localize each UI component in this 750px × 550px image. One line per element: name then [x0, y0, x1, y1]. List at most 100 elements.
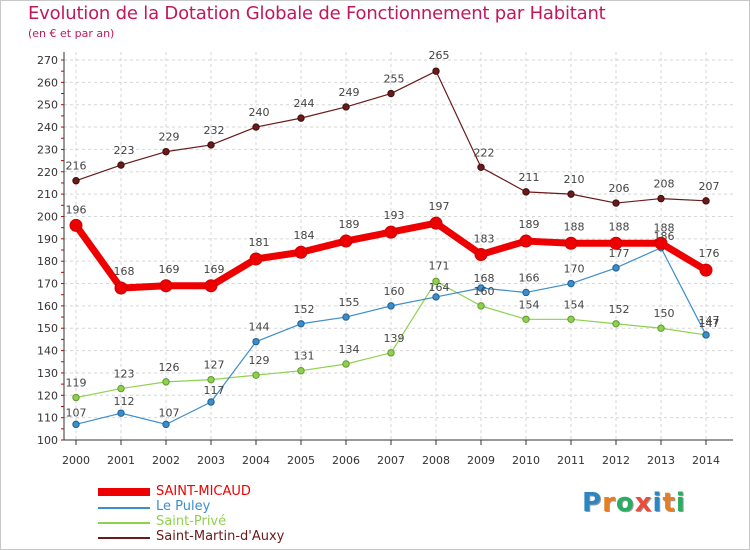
data-label-le-puley: 147 — [699, 317, 720, 330]
data-label-le-puley: 107 — [159, 406, 180, 419]
legend-label: SAINT-MICAUD — [156, 484, 251, 499]
data-point-saint-micaud — [609, 236, 623, 250]
data-point-saint-martin-d-auxy — [252, 123, 260, 131]
logo-letter: i — [675, 488, 686, 518]
data-point-saint-priv- — [657, 324, 665, 332]
data-point-saint-martin-d-auxy — [342, 103, 350, 111]
data-point-le-puley — [162, 420, 170, 429]
data-point-saint-micaud — [654, 236, 668, 250]
data-point-le-puley — [567, 279, 575, 288]
data-label-le-puley: 177 — [609, 247, 630, 260]
y-tick-label: 170 — [37, 278, 58, 291]
data-point-le-puley — [252, 337, 260, 346]
data-label-saint-martin-d-auxy: 206 — [609, 182, 630, 195]
y-tick-label: 150 — [37, 322, 58, 335]
data-point-le-puley — [117, 409, 125, 417]
x-tick-label: 2012 — [602, 454, 630, 467]
legend-label: Saint-Privé — [156, 514, 227, 529]
y-tick-label: 120 — [37, 389, 58, 402]
data-label-saint-priv-: 154 — [564, 298, 585, 311]
legend-swatch — [98, 537, 150, 539]
data-point-saint-priv- — [612, 320, 620, 328]
data-point-saint-micaud — [384, 225, 398, 239]
data-label-le-puley: 112 — [114, 395, 135, 408]
data-point-saint-martin-d-auxy — [477, 163, 485, 171]
data-label-saint-micaud: 169 — [159, 263, 180, 276]
data-label-saint-martin-d-auxy: 222 — [474, 146, 495, 159]
data-point-saint-micaud — [159, 279, 173, 293]
data-label-saint-martin-d-auxy: 232 — [204, 124, 225, 137]
logo-letter: i — [652, 488, 663, 518]
data-label-saint-priv-: 160 — [474, 285, 495, 298]
data-label-saint-martin-d-auxy: 216 — [66, 160, 87, 173]
data-label-le-puley: 164 — [429, 281, 450, 294]
y-tick-label: 110 — [37, 412, 58, 425]
data-label-le-puley: 168 — [474, 272, 495, 285]
y-tick-label: 270 — [37, 54, 58, 67]
data-label-saint-micaud: 188 — [654, 221, 675, 234]
x-tick-label: 2011 — [557, 454, 585, 467]
data-point-saint-priv- — [432, 277, 440, 285]
data-label-saint-priv-: 126 — [159, 361, 180, 374]
y-tick-label: 230 — [37, 143, 58, 156]
data-label-saint-martin-d-auxy: 240 — [249, 106, 270, 119]
data-point-saint-martin-d-auxy — [657, 194, 665, 203]
data-point-saint-martin-d-auxy — [117, 161, 125, 169]
data-label-saint-priv-: 152 — [609, 303, 630, 316]
data-point-saint-martin-d-auxy — [207, 141, 215, 149]
y-tick-label: 210 — [37, 188, 58, 201]
data-point-saint-micaud — [294, 245, 308, 259]
data-label-saint-micaud: 196 — [66, 203, 87, 216]
data-point-saint-priv- — [207, 375, 215, 384]
data-point-le-puley — [612, 264, 620, 272]
y-tick-label: 240 — [37, 121, 58, 134]
data-label-saint-priv-: 150 — [654, 307, 675, 320]
y-tick-label: 220 — [37, 166, 58, 179]
data-label-le-puley: 152 — [294, 303, 315, 316]
y-tick-label: 160 — [37, 300, 58, 313]
data-point-saint-martin-d-auxy — [702, 197, 710, 205]
data-point-le-puley — [702, 331, 710, 339]
chart-subtitle: (en € et par an) — [28, 27, 115, 40]
x-tick-label: 2008 — [422, 454, 450, 467]
data-label-saint-priv-: 129 — [249, 354, 270, 367]
data-point-saint-micaud — [429, 216, 443, 230]
data-point-saint-priv- — [297, 367, 305, 375]
series-group — [69, 67, 713, 429]
data-label-saint-priv-: 147 — [699, 314, 720, 327]
data-label-saint-priv-: 171 — [429, 259, 450, 272]
data-point-saint-micaud — [204, 279, 218, 293]
data-label-saint-micaud: 188 — [564, 220, 585, 233]
data-label-le-puley: 170 — [564, 263, 585, 276]
y-tick-label: 130 — [37, 367, 58, 380]
data-point-saint-martin-d-auxy — [297, 114, 305, 122]
axes: 100 110 120 130 140 150 160 170 180 190 200 210 220 2… — [37, 52, 733, 467]
data-point-le-puley — [477, 284, 485, 292]
data-point-saint-micaud — [564, 236, 578, 250]
data-label-le-puley: 107 — [66, 406, 87, 419]
data-label-le-puley: 117 — [204, 384, 225, 397]
data-label-saint-micaud: 176 — [699, 247, 720, 260]
x-tick-label: 2002 — [152, 454, 180, 467]
data-label-saint-micaud: 169 — [204, 263, 225, 276]
x-tick-label: 2004 — [242, 454, 270, 467]
data-label-saint-micaud: 188 — [609, 220, 630, 233]
data-point-le-puley — [207, 398, 215, 406]
legend-label: Saint-Martin-d'Auxy — [156, 529, 285, 544]
logo-letter: x — [634, 488, 653, 518]
data-label-saint-micaud: 193 — [384, 209, 405, 222]
data-point-saint-micaud — [249, 252, 263, 266]
proxiti-logo: Proxiti — [582, 488, 686, 518]
data-point-saint-micaud — [69, 218, 83, 232]
data-label-saint-micaud: 197 — [429, 200, 450, 213]
data-point-saint-priv- — [522, 315, 530, 323]
data-label-le-puley: 186 — [654, 230, 675, 243]
data-point-saint-priv- — [252, 371, 260, 379]
legend-swatch — [98, 522, 150, 524]
data-label-saint-micaud: 189 — [519, 218, 540, 231]
data-point-le-puley — [432, 293, 440, 301]
data-point-saint-martin-d-auxy — [612, 199, 620, 207]
y-tick-label: 190 — [37, 233, 58, 246]
data-point-saint-martin-d-auxy — [387, 89, 395, 98]
